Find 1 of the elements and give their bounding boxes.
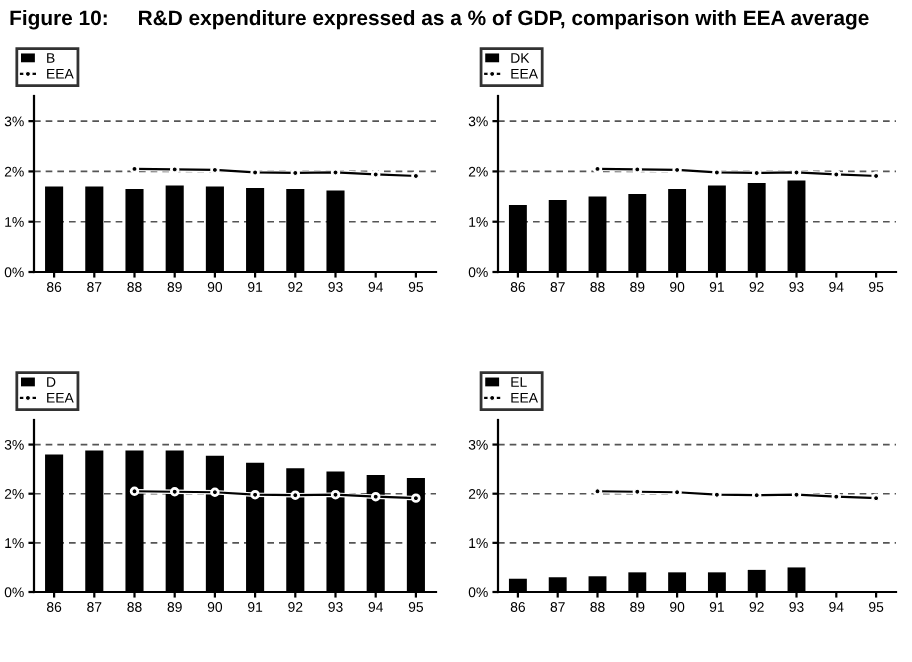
chart-title: Figure 10: R&D expenditure expressed as a % of GDP, comparison with EEA average	[10, 9, 869, 30]
